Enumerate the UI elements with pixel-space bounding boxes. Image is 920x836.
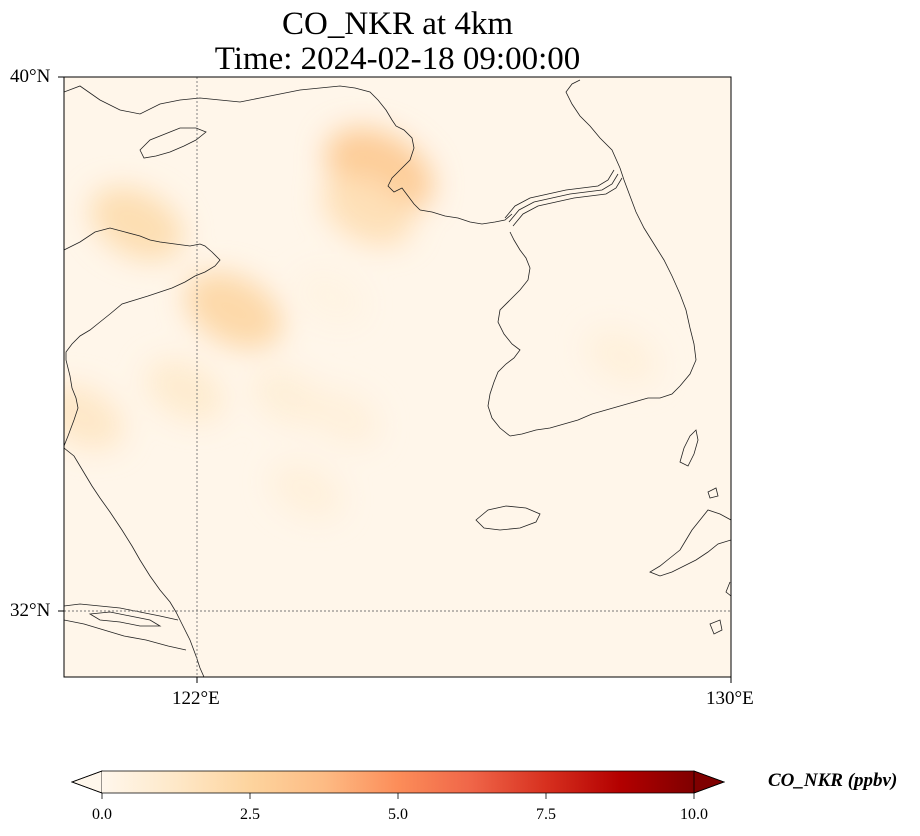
- coastline-jiangsu: [64, 447, 205, 677]
- coastline-korea-north-west: [419, 209, 513, 225]
- coastline-korea-east: [619, 167, 697, 387]
- coastline-china-east: [64, 227, 221, 447]
- concentration-hotspot: [296, 270, 365, 324]
- coastline-tsushima: [679, 429, 699, 467]
- coastline-korea-south: [509, 385, 681, 437]
- colorbar-extend-max: [693, 770, 726, 794]
- concentration-hotspot: [306, 388, 380, 446]
- colorbar-tick-label: 7.5: [536, 806, 556, 823]
- coastlines: [64, 79, 731, 677]
- coastline-yangtze-north: [64, 603, 179, 621]
- concentration-hotspot: [64, 384, 124, 450]
- coastline-kyushu-islands: [707, 487, 731, 635]
- colorbar-gradient: [102, 771, 694, 793]
- coastline-yangtze-south: [64, 619, 187, 651]
- coastline-bohai-north: [64, 85, 421, 211]
- concentration-hotspot: [251, 367, 326, 427]
- coastline-liaodong-west: [139, 127, 207, 159]
- border-dmz-1: [504, 169, 615, 219]
- map-title: CO_NKR at 4km: [282, 6, 513, 42]
- colorbar-label: CO_NKR (ppbv): [768, 770, 898, 791]
- colorbar-tick-label: 5.0: [388, 806, 408, 823]
- colorbar-tick-label: 10.0: [680, 806, 708, 823]
- coastline-kyushu: [649, 509, 731, 577]
- map-subtitle-time: Time: 2024-02-18 09:00:00: [214, 41, 581, 77]
- lon-tick-label-130: 130°E: [706, 688, 754, 709]
- lon-tick-label-122: 122°E: [172, 688, 220, 709]
- lat-tick-label-40: 40°N: [10, 66, 51, 87]
- colorbar-tick-label: 2.5: [240, 806, 260, 823]
- colorbar-extend-min: [70, 770, 103, 794]
- lat-tick-label-32: 32°N: [10, 600, 51, 621]
- coastline-korea-west: [487, 231, 531, 437]
- concentration-hotspot: [184, 271, 283, 349]
- concentration-hotspot: [322, 174, 413, 246]
- colorbar-tick-label: 0.0: [92, 806, 112, 823]
- coastline-chongming: [88, 611, 162, 627]
- border-dmz-2: [508, 173, 619, 223]
- concentration-hotspot: [585, 328, 659, 386]
- concentration-hotspot: [146, 359, 225, 422]
- border-dmz-3: [512, 177, 623, 227]
- coastline-korea-north-east: [565, 79, 621, 169]
- coastline-jeju: [475, 505, 541, 531]
- map-frame: [63, 76, 732, 678]
- concentration-hotspot: [270, 461, 343, 519]
- gridlines: [64, 77, 731, 677]
